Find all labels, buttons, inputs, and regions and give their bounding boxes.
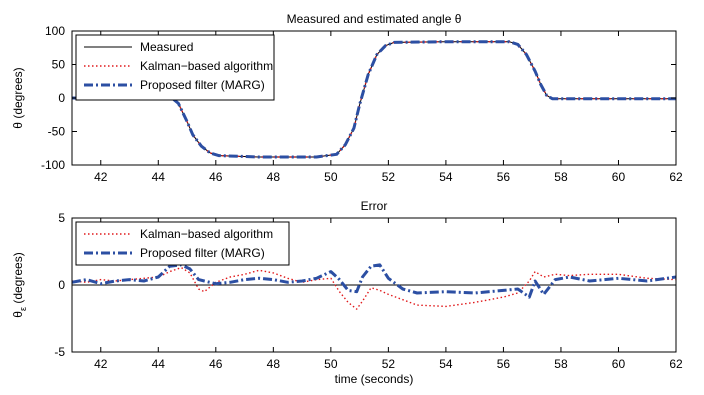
bottom-panel: 42 44 46 48 50 52 54 56 58 60 62 -5 0 5 Error time (sec…: [11, 199, 683, 386]
x-tick-label: 52: [382, 357, 396, 371]
x-tick-label: 44: [152, 170, 166, 184]
y-tick-label: 0: [58, 278, 65, 292]
legend-box: [75, 34, 275, 101]
x-tick-label: 50: [324, 357, 338, 371]
x-tick-label: 62: [669, 357, 683, 371]
series-line-proposed-filter-marg-: [72, 263, 676, 299]
series-line-kalman-based-algorithm: [72, 266, 676, 310]
legend-label: Proposed filter (MARG): [140, 246, 265, 260]
x-tick-label: 62: [669, 170, 683, 184]
x-tick-label: 58: [554, 357, 568, 371]
series-line-kalman-based-algorithm: [72, 41, 676, 158]
x-tick-label: 54: [439, 170, 453, 184]
x-tick-label: 46: [209, 170, 223, 184]
y-tick-label: 100: [45, 24, 65, 38]
y-tick-label: -100: [41, 158, 65, 172]
chart-title: Error: [361, 199, 388, 213]
top-panel: 42 44 46 48 50 52 54 56 58 60 62 -100 -50 0 50 100 Measu…: [11, 12, 683, 184]
y-tick-label: -50: [48, 125, 66, 139]
series-line-proposed-filter-marg-: [72, 40, 676, 159]
legend-label: Kalman−based algorithm: [140, 59, 273, 73]
x-tick-label: 42: [94, 170, 108, 184]
chart-title: Measured and estimated angle θ: [287, 12, 462, 26]
x-tick-label: 44: [152, 357, 166, 371]
x-tick-label: 52: [382, 170, 396, 184]
series-group: [72, 263, 676, 310]
legend-label: Measured: [140, 40, 193, 54]
y-axis-label-main: θ: [11, 311, 25, 318]
y-axis-label: θ (degrees): [11, 67, 25, 128]
series-group: [72, 40, 676, 159]
y-axis-label-suffix: (degrees): [11, 252, 25, 307]
y-tick-label: -5: [54, 345, 65, 359]
x-axis-label: time (seconds): [335, 372, 414, 386]
x-tick-label: 50: [324, 170, 338, 184]
legend-label: Proposed filter (MARG): [140, 78, 265, 92]
y-axis-label-subscript: ε: [18, 307, 28, 311]
x-tick-label: 48: [267, 170, 281, 184]
legend-box: [75, 221, 290, 266]
x-tick-label: 54: [439, 357, 453, 371]
y-tick-label: 0: [58, 91, 65, 105]
x-tick-label: 56: [497, 357, 511, 371]
legend-label: Kalman−based algorithm: [140, 227, 273, 241]
x-tick-label: 42: [94, 357, 108, 371]
x-tick-label: 46: [209, 357, 223, 371]
y-axis-label-main: θ (degrees): [11, 67, 25, 128]
y-tick-label: 5: [58, 211, 65, 225]
x-tick-label: 58: [554, 170, 568, 184]
y-tick-label: 50: [52, 58, 66, 72]
x-tick-label: 48: [267, 357, 281, 371]
x-tick-label: 56: [497, 170, 511, 184]
y-axis-label: θε (degrees): [11, 252, 28, 317]
x-tick-label: 60: [612, 357, 626, 371]
x-tick-label: 60: [612, 170, 626, 184]
